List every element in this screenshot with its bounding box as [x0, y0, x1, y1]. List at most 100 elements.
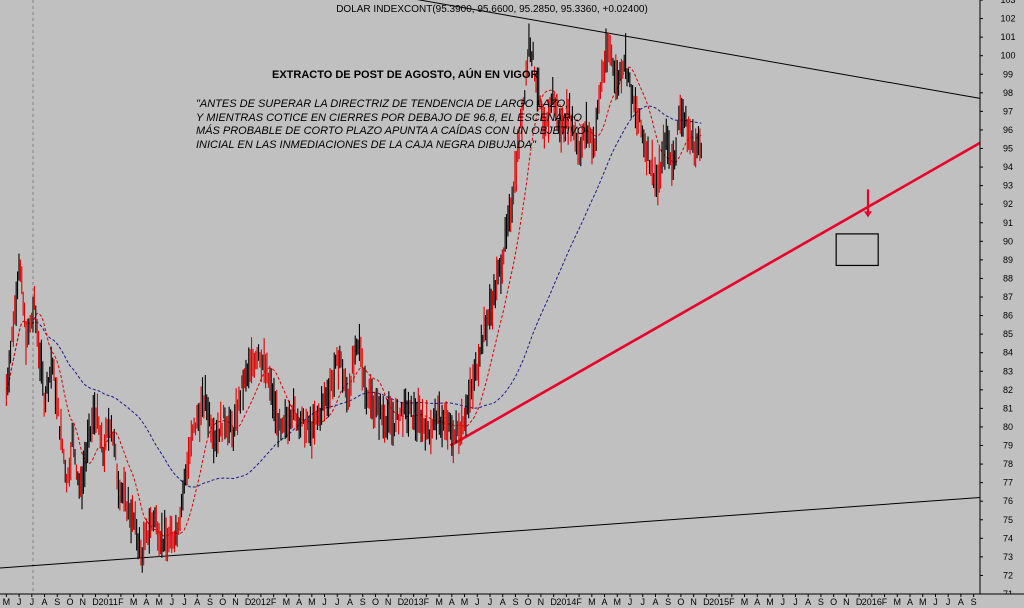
- x-tick-label: N: [538, 597, 545, 607]
- x-tick-label: M: [435, 597, 443, 607]
- x-tick-label: J: [30, 597, 35, 607]
- y-tick-label: 79: [1003, 441, 1013, 451]
- x-tick-label: 2012: [251, 597, 271, 607]
- x-tick-label: D: [245, 597, 252, 607]
- x-tick-label: 2016: [862, 597, 882, 607]
- y-tick-label: 99: [1003, 69, 1013, 79]
- y-tick-label: 85: [1003, 329, 1013, 339]
- annotation-heading: EXTRACTO DE POST DE AGOSTO, AÚN EN VIGOR: [272, 68, 539, 81]
- x-tick-label: M: [308, 597, 316, 607]
- x-tick-label: A: [958, 597, 964, 607]
- y-tick-label: 90: [1003, 236, 1013, 246]
- x-tick-label: A: [194, 597, 200, 607]
- long-term-trendline: [0, 496, 981, 569]
- x-tick-label: J: [170, 597, 175, 607]
- x-tick-label: A: [907, 597, 913, 607]
- x-tick-label: J: [475, 597, 480, 607]
- x-tick-label: J: [335, 597, 340, 607]
- y-tick-label: 98: [1003, 88, 1013, 98]
- x-tick-label: A: [500, 597, 506, 607]
- x-tick-label: S: [665, 597, 671, 607]
- x-tick-label: F: [576, 597, 582, 607]
- long-moving-average: [5, 105, 702, 488]
- y-tick-label: 83: [1003, 366, 1013, 376]
- target-box: [835, 233, 879, 267]
- y-tick-label: 96: [1003, 125, 1013, 135]
- x-tick-label: S: [818, 597, 824, 607]
- y-tick-label: 103: [1000, 0, 1015, 5]
- y-tick-label: 77: [1003, 478, 1013, 488]
- x-tick-label: M: [130, 597, 138, 607]
- x-tick-label: J: [488, 597, 493, 607]
- x-tick-label: J: [182, 597, 187, 607]
- x-tick-label: S: [971, 597, 977, 607]
- x-tick-label: J: [780, 597, 785, 607]
- x-tick-label: J: [946, 597, 951, 607]
- x-tick-label: J: [933, 597, 938, 607]
- x-tick-label: A: [449, 597, 455, 607]
- price-bars: [5, 23, 702, 573]
- x-tick-label: O: [219, 597, 226, 607]
- x-tick-label: M: [588, 597, 596, 607]
- x-tick-label: O: [677, 597, 684, 607]
- x-tick-label: J: [640, 597, 645, 607]
- y-tick-label: 87: [1003, 292, 1013, 302]
- y-tick-label: 95: [1003, 144, 1013, 154]
- x-tick-label: N: [79, 597, 86, 607]
- y-tick-label: 84: [1003, 348, 1013, 358]
- x-tick-label: F: [118, 597, 124, 607]
- x-tick-label: J: [322, 597, 327, 607]
- x-tick-label: F: [424, 597, 430, 607]
- trendlines: [0, 0, 981, 569]
- x-tick-label: M: [741, 597, 749, 607]
- y-tick-label: 74: [1003, 533, 1013, 543]
- x-tick-label: M: [283, 597, 291, 607]
- x-tick-label: M: [919, 597, 927, 607]
- x-tick-label: 2013: [404, 597, 424, 607]
- x-axis-panel: [0, 594, 1024, 608]
- x-tick-label: 2015: [709, 597, 729, 607]
- x-tick-label: M: [894, 597, 902, 607]
- x-tick-label: J: [17, 597, 22, 607]
- chart-title: DOLAR INDEXCONT(95.3900, 95.6600, 95.285…: [336, 4, 648, 15]
- support-trendline: [449, 141, 981, 447]
- x-tick-label: O: [372, 597, 379, 607]
- x-tick-label: A: [347, 597, 353, 607]
- x-tick-label: A: [143, 597, 149, 607]
- x-tick-label: N: [690, 597, 697, 607]
- x-tick-label: O: [830, 597, 837, 607]
- x-tick-label: O: [66, 597, 73, 607]
- y-tick-label: 91: [1003, 218, 1013, 228]
- x-tick-label: J: [628, 597, 633, 607]
- long-term-trendline: [416, 0, 981, 99]
- y-tick-label: 100: [1000, 51, 1015, 61]
- y-tick-label: 93: [1003, 181, 1013, 191]
- annotation-line-3: MÁS PROBABLE DE CORTO PLAZO APUNTA A CAÍ…: [196, 124, 586, 137]
- x-tick-label: A: [652, 597, 658, 607]
- y-tick-label: 88: [1003, 273, 1013, 283]
- x-tick-label: M: [614, 597, 622, 607]
- x-tick-label: O: [525, 597, 532, 607]
- x-tick-label: A: [805, 597, 811, 607]
- y-tick-label: 78: [1003, 459, 1013, 469]
- y-tick-label: 92: [1003, 199, 1013, 209]
- y-tick-label: 75: [1003, 515, 1013, 525]
- y-tick-label: 101: [1000, 32, 1015, 42]
- x-tick-label: A: [42, 597, 48, 607]
- y-tick-label: 97: [1003, 106, 1013, 116]
- x-tick-label: S: [360, 597, 366, 607]
- x-tick-label: M: [3, 597, 11, 607]
- x-tick-label: M: [766, 597, 774, 607]
- x-tick-label: A: [754, 597, 760, 607]
- x-tick-label: F: [729, 597, 735, 607]
- y-tick-label: 94: [1003, 162, 1013, 172]
- y-tick-label: 72: [1003, 570, 1013, 580]
- annotations: [835, 189, 879, 267]
- x-tick-label: N: [385, 597, 392, 607]
- annotation-line-1: "ANTES DE SUPERAR LA DIRECTRIZ DE TENDEN…: [196, 98, 568, 110]
- x-tick-label: F: [882, 597, 888, 607]
- x-tick-label: J: [793, 597, 798, 607]
- x-tick-label: A: [296, 597, 302, 607]
- x-tick-label: D: [550, 597, 557, 607]
